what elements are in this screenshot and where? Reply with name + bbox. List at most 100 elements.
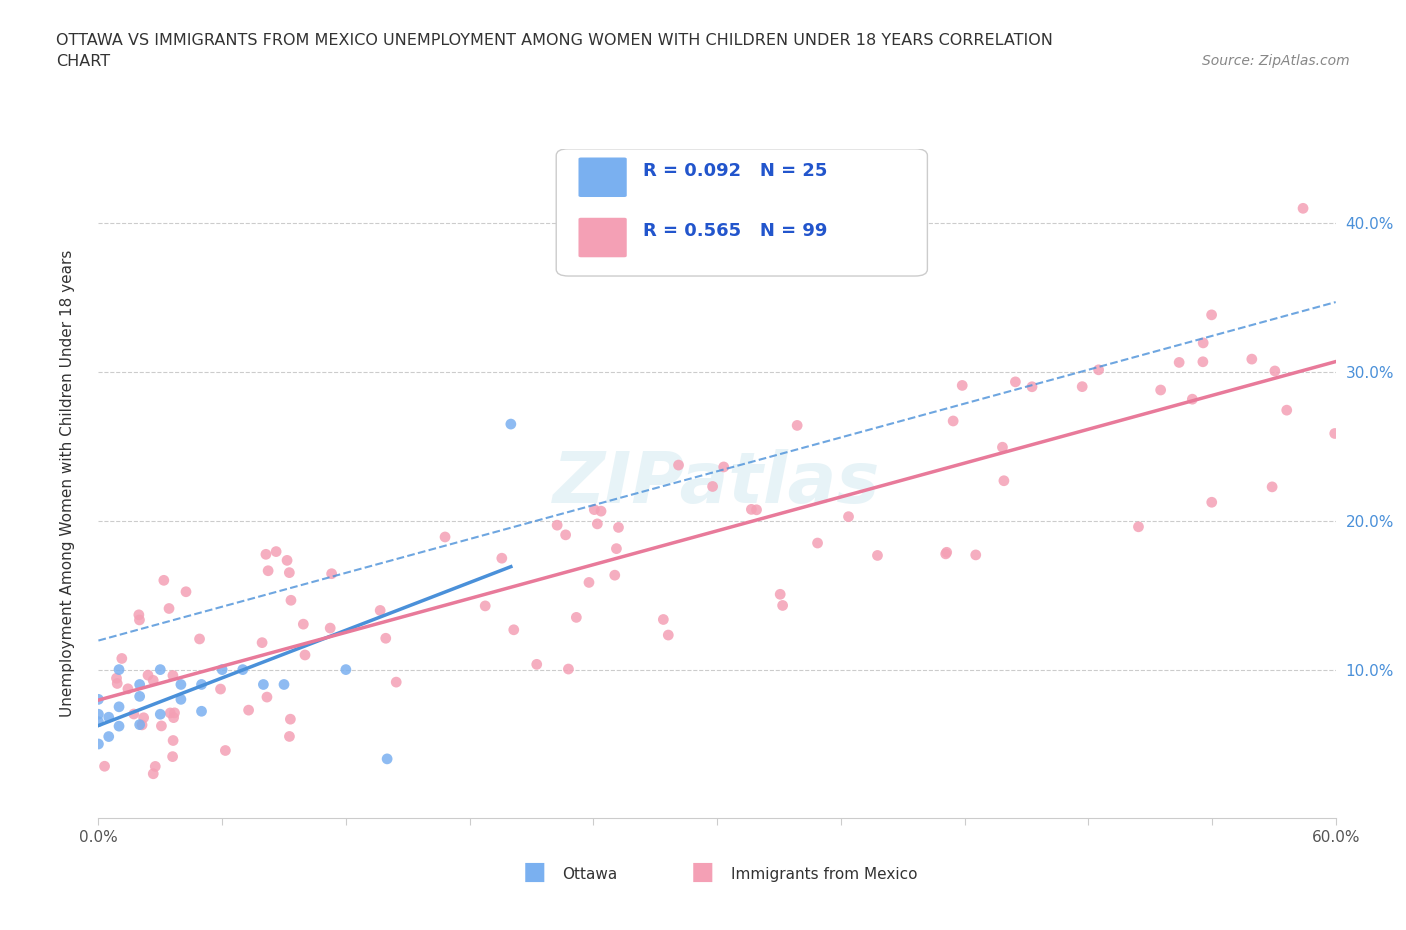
Point [434,529,457,544]
Point [1149,382,1171,397]
Point [149,662,172,677]
Point [740,502,762,517]
Point [605,541,627,556]
Point [657,628,679,643]
Point [1087,363,1109,378]
Point [163,705,186,720]
Point [128,717,150,732]
Point [965,548,987,563]
Point [280,592,302,607]
Point [526,657,548,671]
Text: Immigrants from Mexico: Immigrants from Mexico [731,867,918,882]
Point [1323,426,1346,441]
Point [162,733,184,748]
Point [87,737,110,751]
Point [589,504,612,519]
Point [97,710,120,724]
Point [93,759,115,774]
Point [257,564,280,578]
Text: OTTAWA VS IMMIGRANTS FROM MEXICO UNEMPLOYMENT AMONG WOMEN WITH CHILDREN UNDER 18: OTTAWA VS IMMIGRANTS FROM MEXICO UNEMPLO… [56,33,1053,47]
Point [280,711,302,726]
Point [806,536,828,551]
Point [256,690,278,705]
Point [108,719,131,734]
Point [319,620,342,635]
Point [1201,308,1223,323]
Point [254,547,277,562]
Text: ■: ■ [523,860,546,883]
Point [499,417,522,432]
Point [157,601,180,616]
Point [153,573,176,588]
Point [238,703,260,718]
Point [935,547,957,562]
Point [105,676,128,691]
Point [1128,519,1150,534]
Point [745,502,768,517]
Point [174,584,197,599]
Point [128,613,150,628]
Point [583,502,606,517]
Point [772,598,794,613]
Point [292,617,315,631]
Point [149,707,172,722]
Point [278,565,301,580]
Point [162,711,184,725]
Point [150,719,173,734]
Point [991,440,1014,455]
Point [474,598,496,613]
Point [214,743,236,758]
Point [1261,480,1284,495]
Point [1192,336,1215,351]
Point [1021,379,1043,394]
Point [375,751,398,766]
Point [942,414,965,429]
Point [769,587,792,602]
Point [170,692,193,707]
Point [1275,403,1298,418]
Point [111,651,134,666]
Point [278,729,301,744]
Text: Ottawa: Ottawa [562,867,617,882]
Point [142,673,165,688]
Point [1168,355,1191,370]
Text: CHART: CHART [56,54,110,69]
Point [385,674,408,689]
Point [1004,375,1026,390]
Point [713,459,735,474]
Point [935,545,957,560]
Text: ■: ■ [692,860,714,883]
Point [142,766,165,781]
Point [87,707,110,722]
Point [565,610,588,625]
Point [607,520,630,535]
Point [491,551,513,565]
Text: R = 0.565   N = 99: R = 0.565 N = 99 [643,222,827,240]
Text: R = 0.092   N = 25: R = 0.092 N = 25 [643,162,827,179]
Point [159,706,181,721]
Point [1071,379,1094,394]
Point [993,473,1015,488]
Point [554,527,576,542]
FancyBboxPatch shape [557,149,928,276]
Point [866,548,889,563]
Point [170,677,193,692]
Point [162,750,184,764]
Point [108,699,131,714]
Point [87,692,110,707]
FancyBboxPatch shape [578,157,627,197]
Point [143,759,166,774]
Point [950,378,973,392]
Point [786,418,808,432]
Point [132,711,155,725]
Point [557,661,579,676]
Point [128,677,150,692]
Text: ZIPatlas: ZIPatlas [554,449,880,518]
Point [1181,392,1204,406]
Point [1240,352,1263,366]
Point [668,458,690,472]
Point [188,631,211,646]
Y-axis label: Unemployment Among Women with Children Under 18 years: Unemployment Among Women with Children U… [60,250,75,717]
Point [87,714,110,729]
Point [321,566,343,581]
